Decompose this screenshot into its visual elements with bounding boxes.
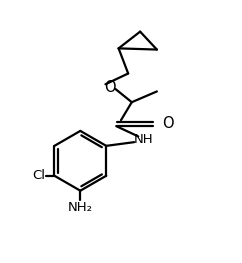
Text: NH₂: NH₂ — [68, 201, 93, 214]
Text: NH: NH — [134, 133, 153, 146]
Text: O: O — [162, 116, 173, 131]
Text: Cl: Cl — [32, 169, 45, 182]
Text: O: O — [104, 80, 116, 95]
